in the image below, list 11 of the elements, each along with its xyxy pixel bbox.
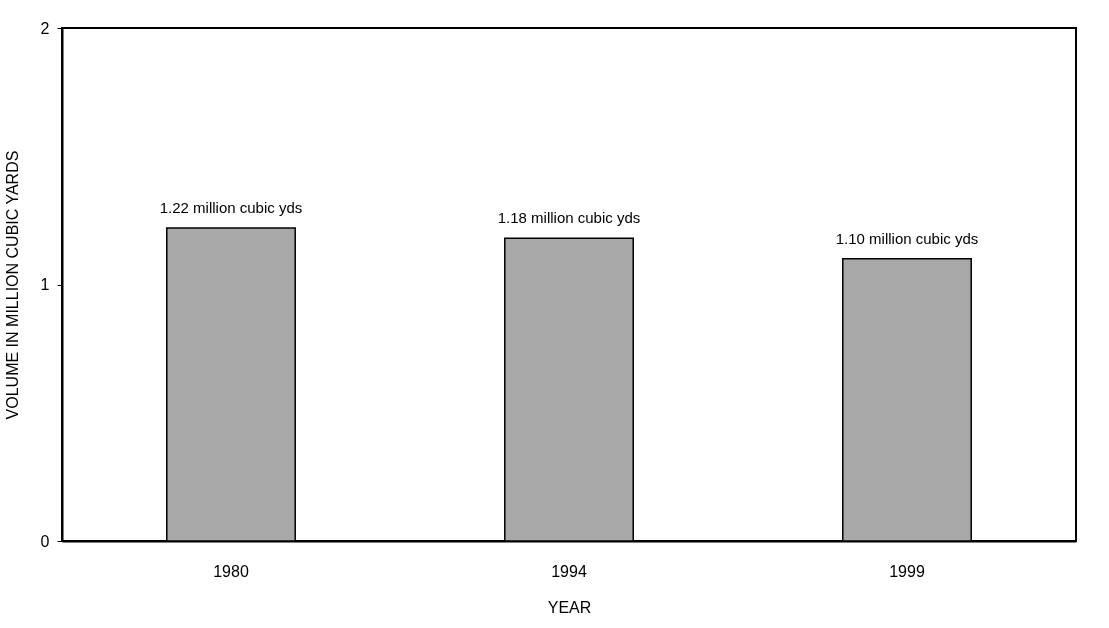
data-label: 1.18 million cubic yds — [497, 209, 641, 227]
y-tick-label: 2 — [40, 19, 50, 37]
y-axis-title: VOLUME IN MILLION CUBIC YARDS — [3, 150, 21, 420]
x-tick-label: 1999 — [889, 562, 925, 580]
x-axis-title: YEAR — [547, 598, 592, 616]
x-tick-label: 1980 — [213, 562, 249, 580]
data-label: 1.10 million cubic yds — [835, 229, 979, 247]
y-tick-label: 1 — [40, 276, 50, 293]
data-label: 1.22 million cubic yds — [159, 199, 303, 217]
x-tick-label: 1994 — [551, 562, 587, 580]
y-tick-label: 0 — [40, 532, 50, 550]
